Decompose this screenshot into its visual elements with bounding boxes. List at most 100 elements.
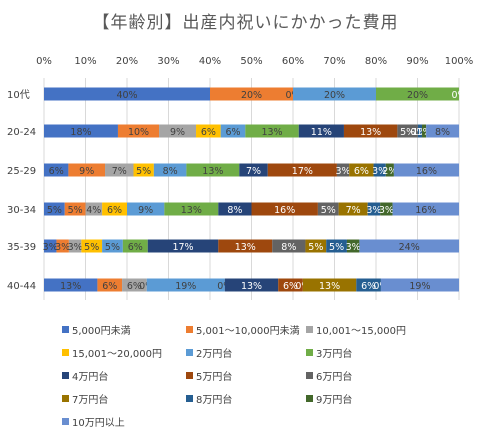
bar-segment: [147, 239, 219, 253]
legend-swatch: [186, 349, 193, 356]
legend-swatch: [306, 372, 313, 379]
data-label: 6%: [225, 127, 240, 138]
bar-segment: [349, 163, 374, 177]
bar-segment: [218, 239, 273, 253]
legend-item: 5万円台: [186, 368, 232, 383]
data-label: 20%: [324, 90, 345, 101]
category-label: 20-24: [7, 127, 36, 138]
legend-label: 3万円台: [316, 349, 353, 360]
legend-label: 2万円台: [196, 349, 233, 360]
data-label: 13%: [319, 281, 340, 292]
bar-segment: [302, 278, 357, 292]
bar-segment: [102, 202, 127, 216]
data-label: 5%: [329, 242, 344, 253]
bar-segment: [44, 239, 57, 253]
legend-swatch: [62, 418, 69, 425]
data-label: 3%: [55, 242, 70, 253]
bar-segment: [122, 278, 147, 292]
bar-segment: [186, 163, 240, 177]
data-label: 3%: [372, 166, 387, 177]
data-label: 20%: [407, 90, 428, 101]
data-label: 5%: [105, 242, 120, 253]
data-label: 13%: [261, 127, 282, 138]
data-label: 9%: [79, 166, 94, 177]
bar-segment: [44, 202, 65, 216]
data-label: 5%: [47, 205, 62, 216]
data-label: 13%: [241, 281, 262, 292]
data-label: 3%: [68, 242, 83, 253]
legend-item: 15,001～20,000円: [62, 345, 162, 360]
legend-item: 10万円以上: [62, 414, 125, 429]
bar-segment: [417, 124, 423, 138]
legend-swatch: [62, 349, 69, 356]
bar-segment: [153, 163, 187, 177]
data-label: 6%: [127, 281, 142, 292]
data-label: 9%: [170, 127, 185, 138]
bar-segment: [346, 239, 360, 253]
data-label: 7%: [112, 166, 127, 177]
data-label: 19%: [409, 281, 430, 292]
data-label: 5%: [400, 127, 415, 138]
category-label: 25-29: [7, 166, 36, 177]
bar-segment: [422, 124, 427, 138]
legend-item: 5,000円未満: [62, 322, 131, 337]
legend-label: 9万円台: [316, 395, 353, 406]
bar-segment: [326, 239, 347, 253]
data-label: 19%: [175, 281, 196, 292]
data-label: 5%: [68, 205, 83, 216]
bar-segment: [44, 87, 210, 101]
bar-segment: [97, 278, 123, 292]
bar-segment: [343, 124, 398, 138]
bar-segment: [278, 278, 303, 292]
bar-segment: [426, 124, 459, 138]
bar-segment: [164, 202, 219, 216]
bar-segment: [64, 202, 86, 216]
data-label: 17%: [172, 242, 193, 253]
data-label: 7%: [246, 166, 261, 177]
legend-label: 10万円以上: [72, 418, 125, 429]
bar-segment: [68, 163, 106, 177]
data-label: 8%: [281, 242, 296, 253]
data-label: 1%: [417, 127, 432, 138]
legend-swatch: [306, 395, 313, 402]
chart-title: 【年齢別】出産内祝いにかかった費用: [92, 13, 399, 33]
bar-segment: [85, 202, 103, 216]
legend-item: 7万円台: [62, 391, 108, 406]
data-label: 18%: [70, 127, 91, 138]
bar-segment: [146, 278, 225, 292]
x-tick-label: 90%: [406, 56, 428, 67]
bar-segment: [317, 202, 339, 216]
bar-segment: [68, 239, 82, 253]
data-label: 13%: [181, 205, 202, 216]
legend-label: 15,001～20,000円: [72, 349, 162, 360]
x-tick-label: 50%: [240, 56, 262, 67]
data-label: 5%: [308, 242, 323, 253]
x-tick-label: 20%: [116, 56, 138, 67]
legend-item: 5,001～10,000円未満: [186, 322, 300, 337]
bar-segment: [376, 87, 459, 101]
bar-segment: [44, 124, 118, 138]
legend-label: 6万円台: [316, 372, 353, 383]
bar-segment: [336, 163, 350, 177]
data-label: 5%: [84, 242, 99, 253]
data-label: 6%: [201, 127, 216, 138]
x-tick-label: 70%: [323, 56, 345, 67]
data-label: 6%: [354, 166, 369, 177]
category-label: 35-39: [7, 242, 36, 253]
bar-segment: [133, 163, 154, 177]
bar-segment: [159, 124, 197, 138]
bar-segment: [127, 202, 165, 216]
bar-segment: [117, 124, 160, 138]
data-label: 4%: [86, 205, 101, 216]
legend-swatch: [306, 326, 313, 333]
data-label: 6%: [128, 242, 143, 253]
legend-item: 10,001～15,000円: [306, 322, 406, 337]
legend-swatch: [186, 395, 193, 402]
data-label: 9%: [138, 205, 153, 216]
x-tick-label: 30%: [157, 56, 179, 67]
data-label: 16%: [416, 166, 437, 177]
data-label: 0%: [451, 90, 466, 101]
data-label: 16%: [415, 205, 436, 216]
category-label: 40-44: [7, 281, 36, 292]
